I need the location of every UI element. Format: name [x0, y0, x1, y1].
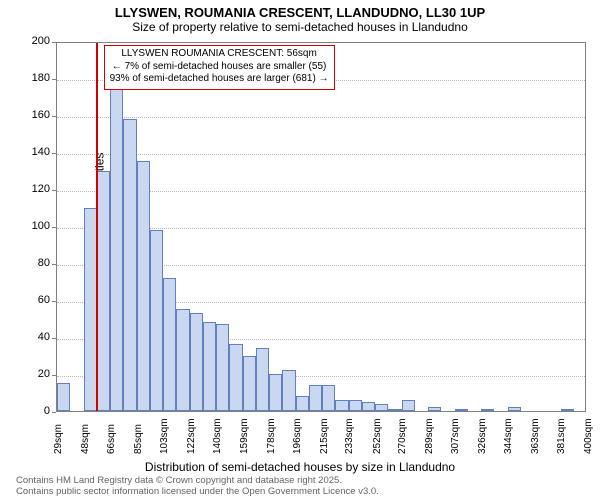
xtick-label: 159sqm — [239, 418, 250, 454]
xtick-label: 400sqm — [583, 418, 594, 454]
ytick-label: 60 — [16, 294, 50, 306]
xtick-label: 233sqm — [344, 418, 355, 454]
xtick-label: 215sqm — [319, 418, 330, 454]
xtick-label: 196sqm — [292, 418, 303, 454]
xtick-label: 289sqm — [424, 418, 435, 454]
histogram-bar — [375, 404, 388, 411]
histogram-bar — [428, 407, 441, 411]
xtick-label: 48sqm — [80, 424, 91, 454]
callout-line-2: ← 7% of semi-detached houses are smaller… — [110, 61, 329, 74]
xtick-label: 363sqm — [530, 418, 541, 454]
histogram-bar — [243, 356, 256, 412]
histogram-bar — [229, 344, 242, 411]
histogram-bar — [561, 409, 574, 411]
callout-line-1: LLYSWEN ROUMANIA CRESCENT: 56sqm — [110, 48, 329, 61]
reference-callout: LLYSWEN ROUMANIA CRESCENT: 56sqm ← 7% of… — [104, 45, 335, 90]
histogram-bar — [176, 309, 189, 411]
histogram-bar — [322, 385, 335, 411]
histogram-bar — [349, 400, 362, 411]
ytick-mark — [52, 338, 56, 339]
histogram-bar — [57, 383, 70, 411]
ytick-label: 200 — [16, 35, 50, 47]
ytick-mark — [52, 264, 56, 265]
histogram-bar — [481, 409, 494, 411]
xtick-label: 381sqm — [556, 418, 567, 454]
xtick-label: 122sqm — [186, 418, 197, 454]
chart-wrapper: LLYSWEN, ROUMANIA CRESCENT, LLANDUDNO, L… — [0, 0, 600, 500]
ytick-mark — [52, 116, 56, 117]
histogram-bar — [296, 396, 309, 411]
ytick-mark — [52, 227, 56, 228]
ytick-mark — [52, 42, 56, 43]
histogram-bar — [150, 230, 163, 411]
ytick-mark — [52, 190, 56, 191]
xtick-label: 270sqm — [397, 418, 408, 454]
xtick-label: 252sqm — [372, 418, 383, 454]
histogram-bar — [110, 69, 123, 411]
histogram-bar — [309, 385, 322, 411]
histogram-bar — [335, 400, 348, 411]
histogram-bar — [137, 161, 150, 411]
histogram-bar — [97, 171, 110, 412]
ytick-label: 40 — [16, 331, 50, 343]
histogram-bar — [508, 407, 521, 411]
ytick-mark — [52, 412, 56, 413]
ytick-label: 20 — [16, 368, 50, 380]
xtick-label: 178sqm — [266, 418, 277, 454]
histogram-bar — [163, 278, 176, 411]
xtick-label: 307sqm — [450, 418, 461, 454]
xtick-label: 85sqm — [133, 424, 144, 454]
ytick-label: 0 — [16, 405, 50, 417]
xtick-label: 103sqm — [159, 418, 170, 454]
xtick-label: 326sqm — [477, 418, 488, 454]
histogram-bar — [256, 348, 269, 411]
histogram-bar — [190, 313, 203, 411]
plot-area: LLYSWEN ROUMANIA CRESCENT: 56sqm ← 7% of… — [56, 42, 586, 412]
ytick-label: 100 — [16, 220, 50, 232]
ytick-mark — [52, 153, 56, 154]
histogram-bar — [455, 409, 468, 411]
histogram-bar — [203, 322, 216, 411]
footer-line-2: Contains public sector information licen… — [16, 487, 379, 498]
ytick-label: 140 — [16, 146, 50, 158]
ytick-label: 80 — [16, 257, 50, 269]
ytick-mark — [52, 301, 56, 302]
title-block: LLYSWEN, ROUMANIA CRESCENT, LLANDUDNO, L… — [0, 6, 600, 35]
ytick-label: 180 — [16, 72, 50, 84]
histogram-bar — [216, 324, 229, 411]
xtick-label: 140sqm — [212, 418, 223, 454]
histogram-bar — [123, 119, 136, 411]
xtick-label: 66sqm — [106, 424, 117, 454]
x-axis-label: Distribution of semi-detached houses by … — [0, 460, 600, 474]
ytick-mark — [52, 375, 56, 376]
xtick-label: 344sqm — [503, 418, 514, 454]
footer: Contains HM Land Registry data © Crown c… — [16, 476, 379, 498]
title-line-2: Size of property relative to semi-detach… — [0, 21, 600, 35]
title-line-1: LLYSWEN, ROUMANIA CRESCENT, LLANDUDNO, L… — [0, 6, 600, 21]
histogram-bar — [269, 374, 282, 411]
callout-line-3: 93% of semi-detached houses are larger (… — [110, 73, 329, 86]
histogram-bar — [388, 409, 401, 411]
ytick-label: 120 — [16, 183, 50, 195]
histogram-bar — [402, 400, 415, 411]
ytick-label: 160 — [16, 109, 50, 121]
xtick-label: 29sqm — [53, 424, 64, 454]
histogram-bar — [362, 402, 375, 411]
ytick-mark — [52, 79, 56, 80]
reference-line — [96, 43, 98, 411]
histogram-bar — [282, 370, 295, 411]
